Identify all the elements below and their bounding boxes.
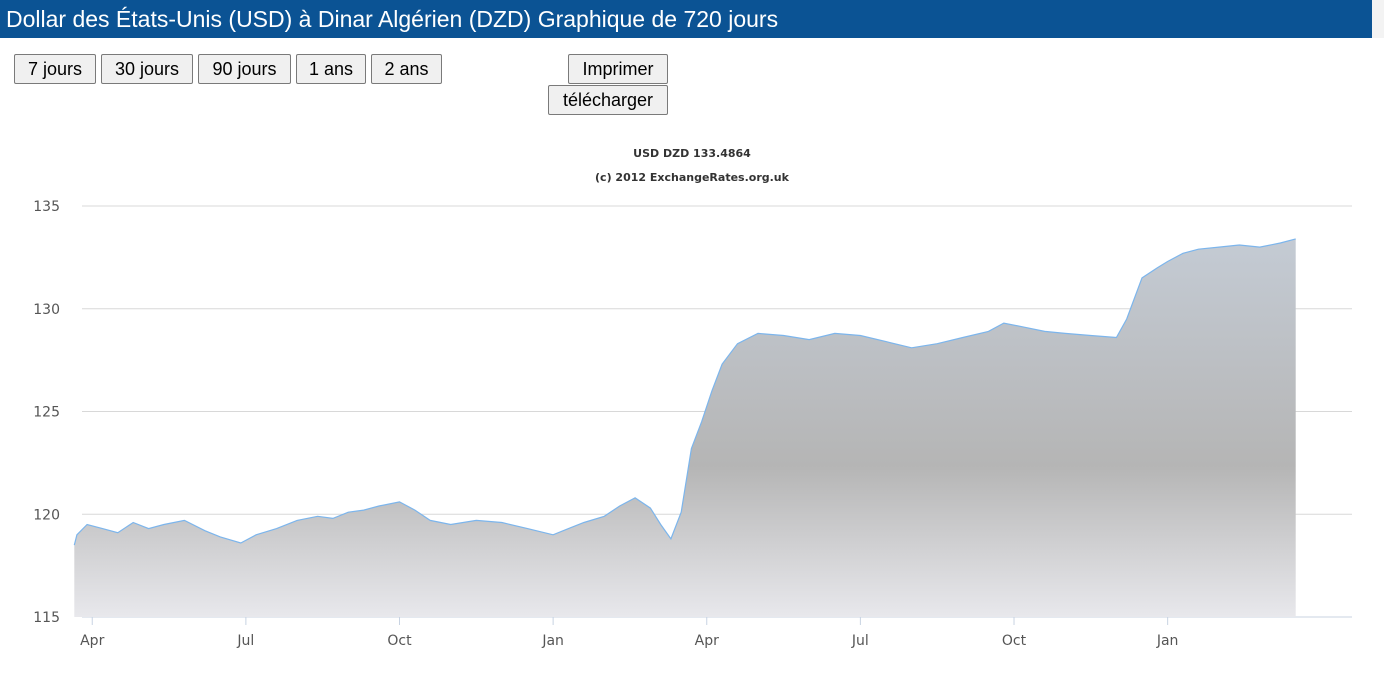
download-button[interactable]: télécharger <box>548 85 668 115</box>
x-tick-label: Jul <box>851 633 869 649</box>
chart-title: USD DZD 133.4864 <box>633 147 751 160</box>
series-line <box>73 238 1296 546</box>
area-fill <box>74 238 1296 617</box>
y-tick-label: 120 <box>33 507 60 523</box>
x-tick-label: Apr <box>695 633 719 649</box>
x-tick-label: Oct <box>1002 633 1027 649</box>
y-tick-label: 115 <box>33 610 60 626</box>
x-tick-label: Jul <box>236 633 254 649</box>
y-tick-label: 125 <box>33 405 60 421</box>
y-tick-label: 130 <box>33 302 60 318</box>
page-title: Dollar des États-Unis (USD) à Dinar Algé… <box>0 0 1372 38</box>
range-7-days-button[interactable]: 7 jours <box>14 54 96 84</box>
range-30-days-button[interactable]: 30 jours <box>101 54 193 84</box>
x-tick-label: Jan <box>541 633 564 649</box>
x-tick-label: Oct <box>387 633 412 649</box>
range-2-years-button[interactable]: 2 ans <box>371 54 442 84</box>
range-1-year-button[interactable]: 1 ans <box>296 54 366 84</box>
y-tick-label: 135 <box>33 199 60 215</box>
scrollbar-track[interactable] <box>1372 0 1384 38</box>
x-tick-label: Apr <box>80 633 104 649</box>
range-90-days-button[interactable]: 90 jours <box>198 54 291 84</box>
exchange-rate-chart: USD DZD 133.4864 (c) 2012 ExchangeRates.… <box>33 147 1352 649</box>
x-tick-label: Jan <box>1156 633 1179 649</box>
print-button[interactable]: Imprimer <box>568 54 668 84</box>
chart-subtitle: (c) 2012 ExchangeRates.org.uk <box>595 171 790 184</box>
